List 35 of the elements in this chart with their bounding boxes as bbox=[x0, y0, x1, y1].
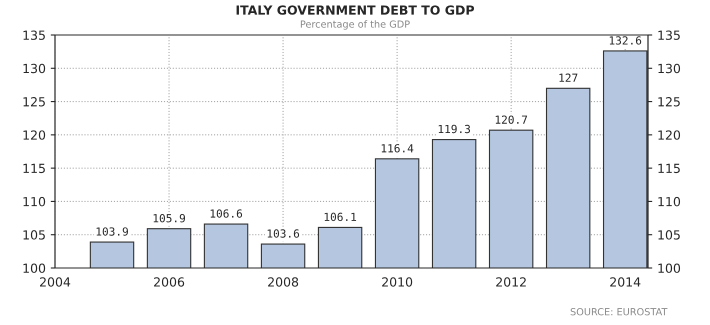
data-label: 106.1 bbox=[324, 212, 356, 222]
y-tick-label: 115 bbox=[23, 164, 45, 174]
y2-tick-label: 105 bbox=[658, 230, 680, 240]
y2-tick-label: 100 bbox=[658, 263, 680, 273]
y-tick-label: 125 bbox=[23, 97, 45, 106]
y2-tick-label: 125 bbox=[658, 97, 680, 106]
x-tick-label: 2010 bbox=[382, 277, 412, 287]
chart-title: ITALY GOVERNMENT DEBT TO GDP bbox=[236, 5, 474, 15]
y-tick-label: 100 bbox=[23, 263, 46, 273]
x-tick-label: 2014 bbox=[610, 277, 640, 287]
data-label: 103.9 bbox=[96, 227, 128, 236]
y-tick-label: 135 bbox=[23, 30, 45, 40]
x-tick-label: 2004 bbox=[40, 277, 70, 287]
source-note: SOURCE: EUROSTAT bbox=[570, 308, 668, 316]
y2-tick-label: 135 bbox=[658, 30, 680, 40]
y-tick-label: 110 bbox=[23, 196, 46, 206]
y2-tick-label: 110 bbox=[658, 196, 680, 206]
y2-tick-label: 120 bbox=[658, 130, 680, 140]
y-tick-label: 120 bbox=[23, 130, 46, 140]
data-label: 105.9 bbox=[154, 214, 186, 222]
data-label: 103.6 bbox=[268, 229, 300, 238]
data-label: 127 bbox=[559, 74, 578, 82]
data-label: 119.3 bbox=[438, 124, 470, 134]
data-label: 116.4 bbox=[382, 144, 414, 153]
x-tick-label: 2008 bbox=[268, 277, 298, 287]
data-label: 120.7 bbox=[496, 115, 528, 124]
y2-tick-label: 115 bbox=[658, 164, 680, 174]
x-tick-label: 2006 bbox=[154, 277, 184, 287]
data-label: 132.6 bbox=[610, 36, 642, 45]
data-label: 106.6 bbox=[210, 209, 242, 218]
chart-subtitle: Percentage of the GDP bbox=[300, 20, 410, 30]
y-tick-label: 130 bbox=[23, 64, 46, 74]
y2-tick-label: 130 bbox=[658, 64, 680, 74]
y-tick-label: 105 bbox=[23, 230, 45, 240]
x-tick-label: 2012 bbox=[496, 277, 526, 287]
